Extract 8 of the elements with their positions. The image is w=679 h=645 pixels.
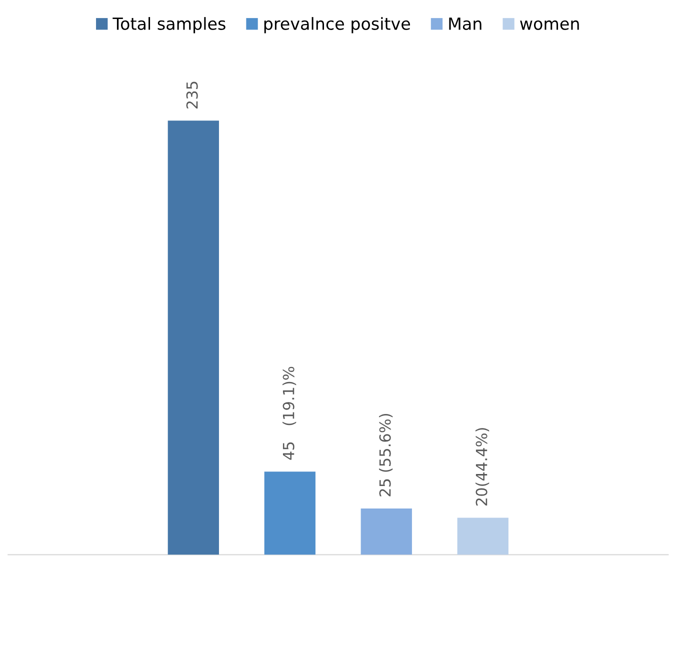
legend-label: women xyxy=(520,20,579,30)
data-label: 25 (55.6%) xyxy=(379,414,393,496)
data-label: 20(44.4%) xyxy=(476,428,490,506)
data-label: 235 xyxy=(186,82,198,108)
data-label: 45 (19.1)% xyxy=(282,366,296,460)
legend-label: Man xyxy=(449,18,482,30)
legend-label: prevalnce positve xyxy=(264,17,410,34)
legend-label: Total samples xyxy=(112,17,226,34)
